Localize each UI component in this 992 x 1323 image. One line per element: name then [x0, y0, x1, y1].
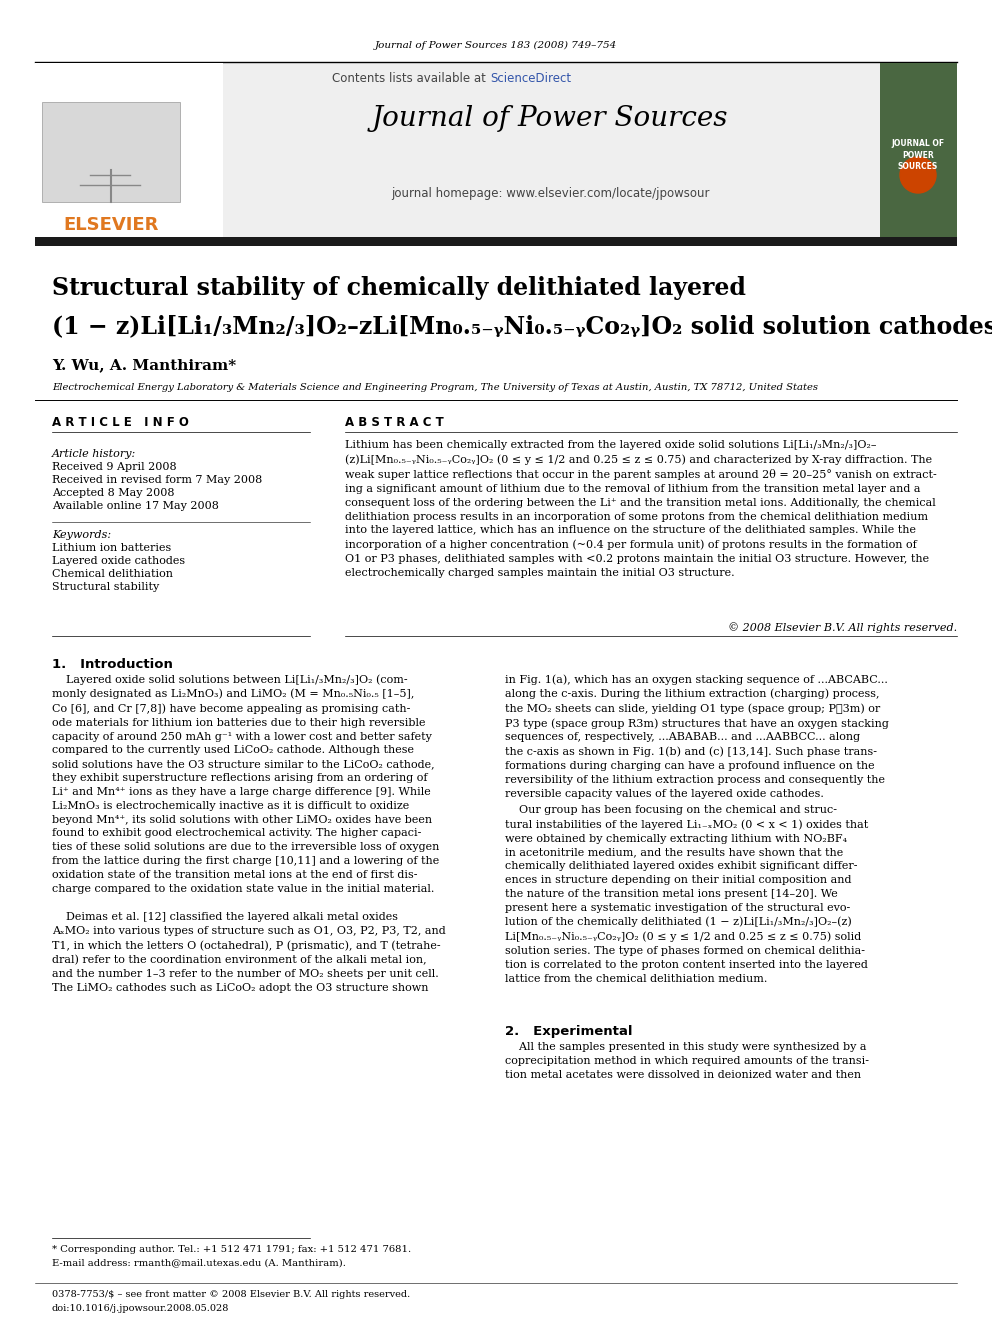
Text: 0378-7753/$ – see front matter © 2008 Elsevier B.V. All rights reserved.: 0378-7753/$ – see front matter © 2008 El…	[52, 1290, 411, 1299]
Text: Accepted 8 May 2008: Accepted 8 May 2008	[52, 488, 175, 497]
Text: A R T I C L E   I N F O: A R T I C L E I N F O	[52, 415, 188, 429]
FancyBboxPatch shape	[880, 64, 957, 238]
FancyBboxPatch shape	[35, 64, 223, 238]
Text: Article history:: Article history:	[52, 448, 136, 459]
Text: 2.   Experimental: 2. Experimental	[505, 1025, 633, 1039]
Text: Chemical delithiation: Chemical delithiation	[52, 569, 173, 579]
Text: * Corresponding author. Tel.: +1 512 471 1791; fax: +1 512 471 7681.: * Corresponding author. Tel.: +1 512 471…	[52, 1245, 411, 1254]
Text: Electrochemical Energy Laboratory & Materials Science and Engineering Program, T: Electrochemical Energy Laboratory & Mate…	[52, 384, 818, 393]
Text: Received in revised form 7 May 2008: Received in revised form 7 May 2008	[52, 475, 262, 486]
Text: Contents lists available at: Contents lists available at	[332, 73, 490, 86]
Text: Structural stability: Structural stability	[52, 582, 160, 591]
Text: Available online 17 May 2008: Available online 17 May 2008	[52, 501, 219, 511]
Text: 1.   Introduction: 1. Introduction	[52, 658, 173, 671]
Text: E-mail address: rmanth@mail.utexas.edu (A. Manthiram).: E-mail address: rmanth@mail.utexas.edu (…	[52, 1258, 346, 1267]
Text: Deimas et al. [12] classified the layered alkali metal oxides
AₓMO₂ into various: Deimas et al. [12] classified the layere…	[52, 912, 445, 992]
Text: ELSEVIER: ELSEVIER	[63, 216, 159, 234]
Text: journal homepage: www.elsevier.com/locate/jpowsour: journal homepage: www.elsevier.com/locat…	[391, 187, 709, 200]
Text: Lithium has been chemically extracted from the layered oxide solid solutions Li[: Lithium has been chemically extracted fr…	[345, 441, 936, 578]
Text: All the samples presented in this study were synthesized by a
coprecipitation me: All the samples presented in this study …	[505, 1043, 869, 1080]
Text: ScienceDirect: ScienceDirect	[490, 73, 571, 86]
Text: Layered oxide cathodes: Layered oxide cathodes	[52, 556, 186, 566]
Text: doi:10.1016/j.jpowsour.2008.05.028: doi:10.1016/j.jpowsour.2008.05.028	[52, 1304, 229, 1312]
Circle shape	[900, 157, 936, 193]
Text: Received 9 April 2008: Received 9 April 2008	[52, 462, 177, 472]
Text: in Fig. 1(a), which has an oxygen stacking sequence of ...ABCABC...
along the c-: in Fig. 1(a), which has an oxygen stacki…	[505, 673, 889, 799]
FancyBboxPatch shape	[42, 102, 180, 202]
Text: A B S T R A C T: A B S T R A C T	[345, 415, 443, 429]
Text: (1 − z)Li[Li₁/₃Mn₂/₃]O₂–zLi[Mn₀.₅₋ᵧNi₀.₅₋ᵧCo₂ᵧ]O₂ solid solution cathodes: (1 − z)Li[Li₁/₃Mn₂/₃]O₂–zLi[Mn₀.₅₋ᵧNi₀.₅…	[52, 314, 992, 337]
Text: Keywords:: Keywords:	[52, 531, 111, 540]
Text: Structural stability of chemically delithiated layered: Structural stability of chemically delit…	[52, 277, 746, 300]
Text: Y. Wu, A. Manthiram*: Y. Wu, A. Manthiram*	[52, 359, 236, 372]
Text: © 2008 Elsevier B.V. All rights reserved.: © 2008 Elsevier B.V. All rights reserved…	[728, 622, 957, 632]
FancyBboxPatch shape	[35, 237, 957, 246]
Text: Layered oxide solid solutions between Li[Li₁/₃Mn₂/₃]O₂ (com-
monly designated as: Layered oxide solid solutions between Li…	[52, 673, 439, 894]
FancyBboxPatch shape	[35, 64, 957, 238]
Text: Journal of Power Sources: Journal of Power Sources	[372, 105, 728, 131]
Text: Our group has been focusing on the chemical and struc-
tural instabilities of th: Our group has been focusing on the chemi…	[505, 804, 868, 983]
Text: Journal of Power Sources 183 (2008) 749–754: Journal of Power Sources 183 (2008) 749–…	[375, 41, 617, 49]
Text: JOURNAL OF
POWER
SOURCES: JOURNAL OF POWER SOURCES	[892, 139, 944, 171]
Text: Lithium ion batteries: Lithium ion batteries	[52, 542, 172, 553]
